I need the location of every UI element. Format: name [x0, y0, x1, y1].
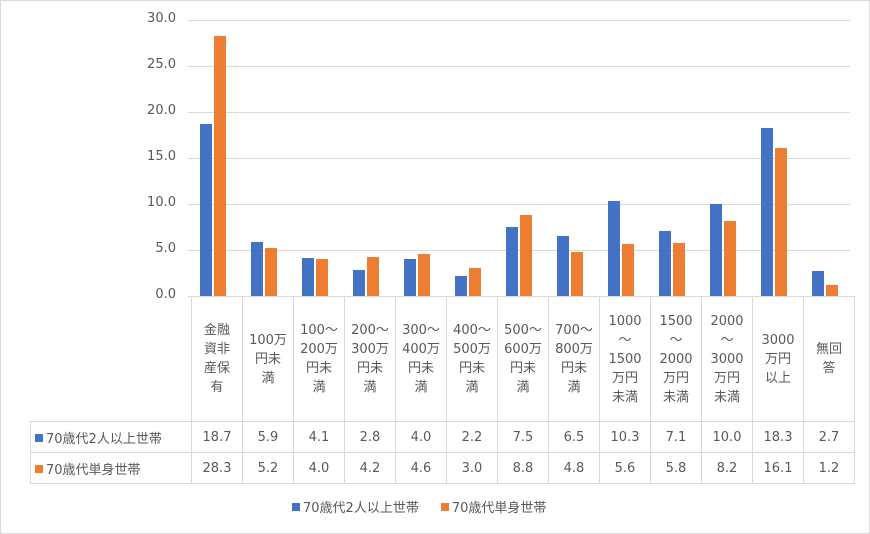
table-cell: 5.9 [242, 421, 294, 453]
category-label: 1000 ～ 1500 万円 未満 [599, 296, 651, 422]
category-label: 400～ 500万 円未満 [446, 296, 498, 422]
table-cell: 7.1 [650, 421, 702, 453]
table-cell: 16.1 [752, 452, 804, 484]
table-cell: 4.0 [293, 452, 345, 484]
series-swatch-orange [35, 464, 43, 473]
category-row: 金融 資非 産保有 100万 円未満 100～ 200万 円未満 200～ 300万 円未満 300～… [30, 296, 855, 422]
bar[interactable] [761, 127, 773, 296]
bar[interactable] [251, 241, 263, 296]
table-cell: 8.2 [701, 452, 753, 484]
table-cell: 5.2 [242, 452, 294, 484]
bar[interactable] [200, 123, 212, 296]
table-cell: 5.8 [650, 452, 702, 484]
bar[interactable] [367, 257, 379, 296]
table-cell: 2.8 [344, 421, 396, 453]
gridline [188, 250, 850, 251]
table-cell: 4.1 [293, 421, 345, 453]
bar[interactable] [353, 270, 365, 296]
bar[interactable] [724, 220, 736, 296]
gridline [188, 204, 850, 205]
table-cell: 6.5 [548, 421, 600, 453]
table-cell: 1.2 [803, 452, 855, 484]
series-name: 70歳代単身世帯 [46, 462, 141, 478]
table-cell: 4.8 [548, 452, 600, 484]
bar[interactable] [214, 35, 226, 296]
category-label: 100～ 200万 円未満 [293, 296, 345, 422]
bar[interactable] [812, 271, 824, 296]
bar[interactable] [659, 230, 671, 296]
table-cell: 18.7 [191, 421, 243, 453]
bar[interactable] [404, 259, 416, 296]
y-tick-label: 15.0 [147, 149, 176, 164]
category-label: 3000 万円 以上 [752, 296, 804, 422]
bar[interactable] [520, 215, 532, 296]
legend-label: 70歳代2人以上世帯 [303, 501, 419, 516]
category-label: 100万 円未満 [242, 296, 294, 422]
y-tick-label: 20.0 [147, 103, 176, 118]
category-label: 300～ 400万 円未満 [395, 296, 447, 422]
table-cell: 3.0 [446, 452, 498, 484]
table-cell: 7.5 [497, 421, 549, 453]
legend: 70歳代2人以上世帯 70歳代単身世帯 [292, 497, 546, 516]
legend-swatch-orange [440, 503, 449, 511]
gridline [188, 112, 850, 113]
category-label: 500～ 600万 円未満 [497, 296, 549, 422]
series-swatch-blue [35, 433, 43, 442]
bar[interactable] [469, 268, 481, 296]
data-table: 金融 資非 産保有 100万 円未満 100～ 200万 円未満 200～ 300万 円未満 300～… [30, 296, 855, 484]
table-cell: 5.6 [599, 452, 651, 484]
bar[interactable] [265, 248, 277, 296]
table-cell: 10.3 [599, 421, 651, 453]
category-label: 金融 資非 産保有 [191, 296, 243, 422]
bar[interactable] [455, 275, 467, 296]
category-label: 200～ 300万 円未満 [344, 296, 396, 422]
table-cell: 2.2 [446, 421, 498, 453]
bar[interactable] [710, 204, 722, 296]
table-corner [30, 296, 192, 422]
legend-item[interactable]: 70歳代2人以上世帯 [292, 497, 419, 516]
bar[interactable] [622, 244, 634, 296]
bar[interactable] [608, 201, 620, 296]
series-row-two-plus: 70歳代2人以上世帯 18.7 5.9 4.1 2.8 4.0 2.2 7.5 6.5 10.3… [30, 421, 855, 453]
table-cell: 2.7 [803, 421, 855, 453]
bar[interactable] [316, 259, 328, 296]
y-tick-label: 10.0 [147, 195, 176, 210]
table-cell: 18.3 [752, 421, 804, 453]
category-label: 無回答 [803, 296, 855, 422]
gridline [188, 66, 850, 67]
gridline [188, 20, 850, 21]
category-label: 2000 ～ 3000 万円 未満 [701, 296, 753, 422]
y-tick-label: 5.0 [155, 241, 176, 256]
gridline [188, 158, 850, 159]
table-cell: 8.8 [497, 452, 549, 484]
bar[interactable] [557, 236, 569, 296]
series-label: 70歳代単身世帯 [30, 452, 192, 484]
y-tick-label: 30.0 [147, 11, 176, 26]
series-name: 70歳代2人以上世帯 [46, 431, 162, 447]
series-label: 70歳代2人以上世帯 [30, 421, 192, 453]
category-label: 1500 ～ 2000 万円 未満 [650, 296, 702, 422]
table-cell: 28.3 [191, 452, 243, 484]
table-cell: 4.2 [344, 452, 396, 484]
bar[interactable] [775, 147, 787, 296]
bar[interactable] [673, 242, 685, 296]
legend-item[interactable]: 70歳代単身世帯 [440, 497, 547, 516]
bar[interactable] [826, 284, 838, 296]
bar[interactable] [418, 253, 430, 296]
legend-swatch-blue [292, 503, 300, 511]
table-cell: 10.0 [701, 421, 753, 453]
table-cell: 4.0 [395, 421, 447, 453]
bar[interactable] [506, 227, 518, 296]
bar[interactable] [302, 258, 314, 296]
series-row-single: 70歳代単身世帯 28.3 5.2 4.0 4.2 4.6 3.0 8.8 4.8 5.6 5.8… [30, 452, 855, 484]
y-tick-label: 25.0 [147, 57, 176, 72]
category-label: 700～ 800万 円未満 [548, 296, 600, 422]
bar[interactable] [571, 251, 583, 296]
table-cell: 4.6 [395, 452, 447, 484]
legend-label: 70歳代単身世帯 [451, 501, 547, 516]
